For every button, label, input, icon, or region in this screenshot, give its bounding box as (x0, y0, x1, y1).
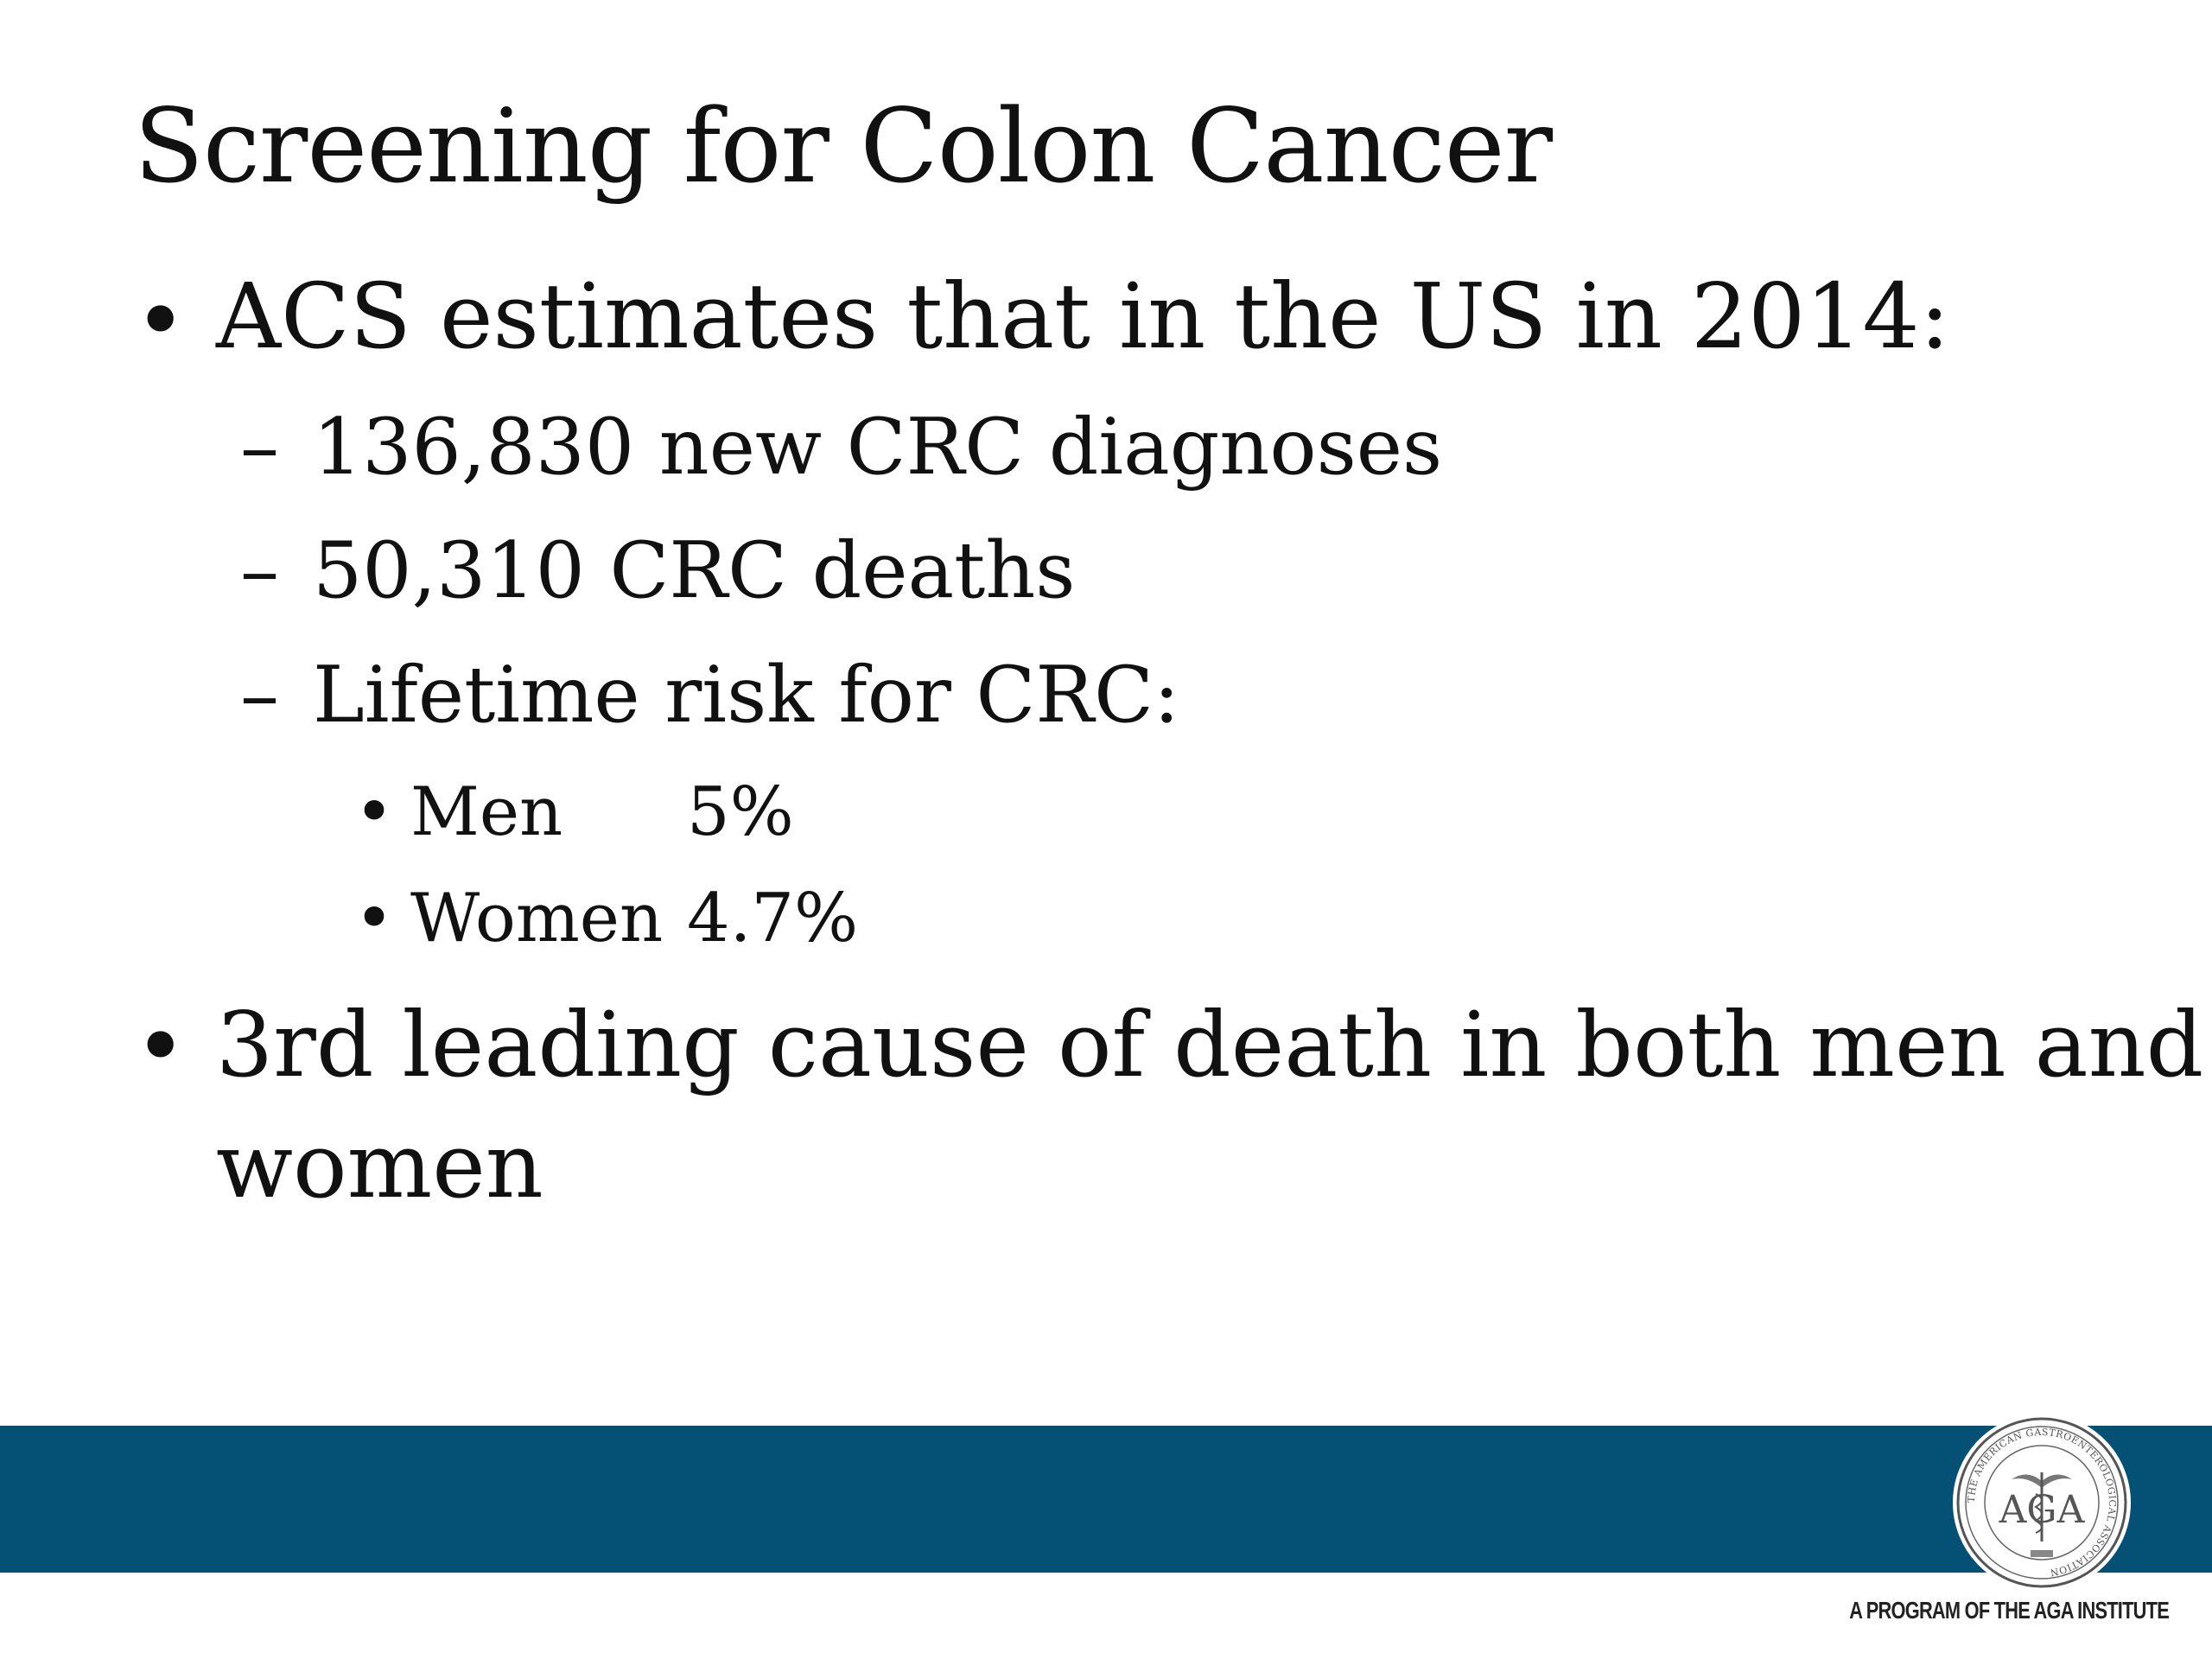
bullet-icon: • (134, 994, 188, 1099)
risk-label-men: Men (410, 773, 563, 851)
program-footer-text: A PROGRAM OF THE AGA INSTITUTE (1849, 1597, 2169, 1624)
dash-icon: – (240, 650, 279, 741)
seal-letters: AGA (1999, 1488, 2086, 1532)
risk-value-women: 4.7% (687, 880, 859, 957)
bullet-icon: • (354, 880, 395, 957)
sub-item-lifetime-risk: Lifetime risk for CRC: (313, 650, 1180, 741)
sub-item-diagnoses: 136,830 new CRC diagnoses (313, 402, 1443, 493)
dash-icon: – (240, 525, 279, 616)
bullet-1-text: ACS estimates that in the US in 2014: (216, 264, 1950, 369)
aga-seal-logo: THE AMERICAN GASTROENTEROLOGICAL ASSOCIA… (1953, 1414, 2131, 1592)
slide-title: Screening for Colon Cancer (134, 86, 1553, 206)
bullet-2-text-line1: 3rd leading cause of death in both men a… (216, 992, 2204, 1097)
sub-item-deaths: 50,310 CRC deaths (313, 525, 1076, 616)
bullet-icon: • (354, 773, 395, 851)
dash-icon: – (240, 402, 279, 493)
bullet-icon: • (134, 268, 188, 373)
risk-label-women: Women (410, 880, 664, 957)
bullet-2-text-line2: women (216, 1113, 543, 1218)
footer-bar (0, 1426, 2212, 1573)
risk-value-men: 5% (687, 773, 794, 851)
